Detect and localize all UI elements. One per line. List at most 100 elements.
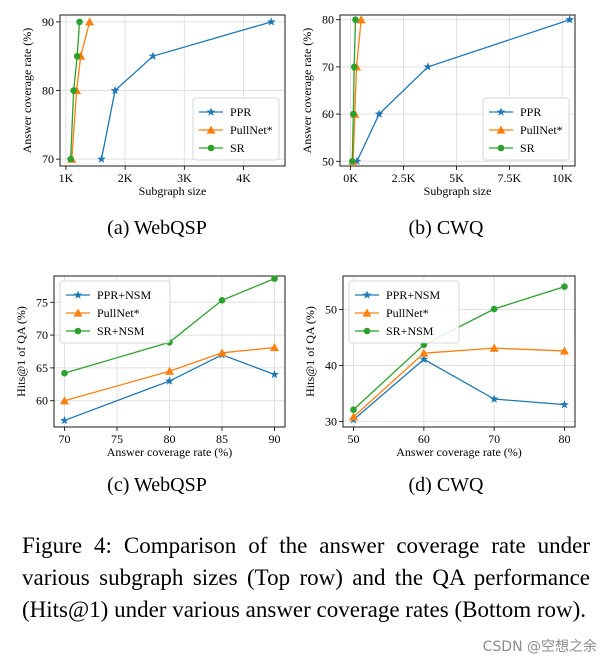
x-tick-label: 3K: [177, 171, 192, 185]
data-point: [110, 85, 120, 95]
series-line-ppr-nsm: [64, 354, 275, 422]
y-tick-label: 65: [36, 361, 48, 375]
legend-marker: [73, 308, 83, 317]
watermark: CSDN @空想之余: [482, 639, 597, 655]
data-point: [423, 62, 433, 71]
legend-label: SR: [520, 141, 535, 155]
legend-marker: [73, 290, 83, 299]
y-axis-label: Hits@1 of QA (%): [303, 306, 317, 397]
data-point: [352, 156, 362, 165]
y-tick-label: 90: [42, 15, 54, 29]
legend-label: SR: [230, 141, 245, 155]
subfigure-caption: (c) WebQSP: [107, 474, 207, 496]
y-tick-label: 30: [325, 414, 337, 428]
legend: PPR+NSM PullNet* SR+NSM: [59, 280, 171, 344]
x-tick-label: 10K: [552, 171, 573, 185]
figure-caption-text: Comparison of the answer coverage rate u…: [22, 533, 590, 622]
series-line-ppr: [356, 19, 570, 162]
legend-label: PullNet*: [520, 123, 563, 137]
y-tick-label: 50: [325, 303, 337, 317]
data-point: [350, 63, 358, 71]
y-tick-label: 80: [42, 84, 54, 98]
series-line-pullnet-: [64, 346, 275, 402]
y-tick-label: 70: [42, 152, 54, 166]
x-axis-label: Answer coverage rate (%): [107, 445, 233, 459]
legend-marker: [206, 125, 216, 134]
data-point: [270, 343, 279, 352]
series-line-pullnet-: [353, 347, 565, 418]
y-tick-label: 60: [322, 107, 334, 121]
data-point: [271, 275, 278, 282]
data-point: [76, 18, 83, 26]
y-tick-label: 60: [36, 394, 48, 408]
x-tick-label: 5K: [449, 171, 464, 185]
legend-marker: [362, 290, 372, 299]
data-point: [490, 305, 498, 313]
y-tick-label: 80: [322, 13, 334, 27]
series-line-sr: [70, 21, 81, 160]
series-line-ppr: [100, 21, 272, 160]
legend-box: [482, 97, 570, 161]
x-tick-label: 80: [164, 432, 176, 446]
subplot-1: 1K 2K 3K 4K 70 80 90 Subgraph size Answer covera…: [20, 14, 286, 239]
series-line-pullnet-: [352, 19, 362, 162]
legend: PPR+NSM PullNet* SR+NSM: [348, 280, 460, 344]
data-point: [217, 348, 227, 357]
legend-label: PullNet*: [386, 306, 429, 320]
data-point: [70, 87, 77, 94]
y-axis-label: Answer coverage rate (%): [300, 28, 314, 154]
plot-frame: [339, 14, 576, 167]
data-point: [73, 52, 81, 60]
series-line-sr: [351, 19, 357, 162]
legend-marker: [362, 308, 372, 317]
x-axis-label: Answer coverage rate (%): [396, 445, 522, 459]
x-tick-label: 2.5K: [392, 171, 416, 185]
figure-label: Figure 4:: [22, 533, 112, 558]
series-line-sr-nsm: [64, 278, 275, 374]
legend-marker: [496, 125, 506, 134]
data-point: [165, 366, 174, 375]
x-tick-label: 50: [348, 432, 360, 446]
data-point: [165, 376, 174, 385]
legend-label: PPR+NSM: [97, 288, 151, 302]
subfigure-caption: (d) CWQ: [409, 474, 485, 496]
data-point: [561, 283, 568, 290]
data-point: [148, 51, 158, 60]
figure-caption: Figure 4: Comparison of the answer covera…: [22, 530, 590, 626]
legend-label: PPR+NSM: [386, 288, 440, 302]
plot-frame: [342, 275, 576, 428]
x-tick-label: 2K: [118, 171, 133, 185]
x-axis-label: Subgraph size: [139, 184, 207, 198]
subfigure-caption: (b) CWQ: [409, 217, 485, 239]
data-point: [350, 406, 357, 413]
x-tick-label: 7.5K: [498, 171, 522, 185]
data-point: [348, 157, 356, 165]
legend-marker: [206, 107, 216, 116]
data-point: [352, 16, 359, 24]
legend-label: SR+NSM: [97, 324, 145, 338]
data-point: [489, 343, 499, 352]
data-point: [218, 296, 226, 304]
x-tick-label: 70: [488, 432, 500, 446]
series-line-pullnet-: [71, 21, 91, 160]
legend-label: PullNet*: [97, 306, 140, 320]
data-point: [419, 354, 429, 364]
legend-box: [59, 280, 171, 344]
subfigure-caption: (a) WebQSP: [107, 217, 207, 239]
legend-label: PPR: [520, 105, 541, 119]
y-tick-label: 40: [325, 358, 337, 372]
subplot-2: 0K 2.5K 5K 7.5K 10K 50 60 70 80 Subgraph size Answ…: [300, 13, 576, 239]
data-point: [350, 110, 357, 118]
legend: PPR PullNet* SR: [192, 97, 280, 161]
series-line-ppr-nsm: [353, 358, 565, 421]
legend-box: [348, 280, 460, 344]
data-point: [489, 394, 499, 403]
x-tick-label: 4K: [236, 171, 251, 185]
legend-marker: [74, 327, 82, 335]
x-tick-label: 90: [269, 432, 281, 446]
data-point: [560, 400, 569, 409]
legend-marker: [207, 144, 215, 152]
legend-label: PullNet*: [230, 123, 273, 137]
